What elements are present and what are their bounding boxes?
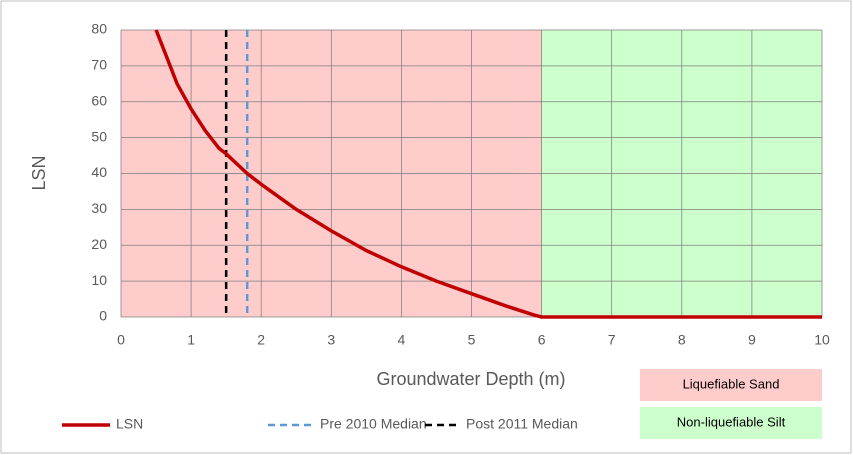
x-tick-label: 6: [538, 332, 546, 348]
y-tick-label: 10: [91, 272, 107, 288]
region-legend-box: [640, 407, 822, 439]
y-tick-label: 40: [91, 164, 107, 180]
legend-label: Post 2011 Median: [466, 416, 578, 432]
y-tick-label: 60: [91, 92, 107, 108]
x-axis-title: Groundwater Depth (m): [376, 369, 565, 389]
x-tick-label: 2: [257, 332, 265, 348]
y-tick-label: 0: [99, 308, 107, 324]
x-tick-label: 0: [117, 332, 125, 348]
legend-label: LSN: [116, 416, 143, 432]
x-tick-label: 4: [398, 332, 406, 348]
x-tick-label: 10: [814, 332, 830, 348]
data-line: [154, 29, 822, 319]
x-tick-label: 7: [608, 332, 616, 348]
region-legend-label: Non-liquefiable Silt: [677, 414, 786, 429]
y-tick-label: 20: [91, 236, 107, 252]
x-tick-label: 3: [327, 332, 335, 348]
x-tick-label: 8: [678, 332, 686, 348]
y-tick-label: 70: [91, 57, 107, 73]
y-tick-label: 50: [91, 128, 107, 144]
x-tick-label: 5: [468, 332, 476, 348]
y-tick-label: 80: [91, 21, 107, 37]
region-legend-label: Liquefiable Sand: [683, 376, 780, 391]
y-tick-label: 30: [91, 200, 107, 216]
legend-label: Pre 2010 Median: [320, 416, 427, 432]
x-tick-label: 1: [187, 332, 195, 348]
x-tick-label: 9: [748, 332, 756, 348]
region-legend-box: [640, 369, 822, 401]
y-axis-title: LSN: [29, 155, 49, 190]
